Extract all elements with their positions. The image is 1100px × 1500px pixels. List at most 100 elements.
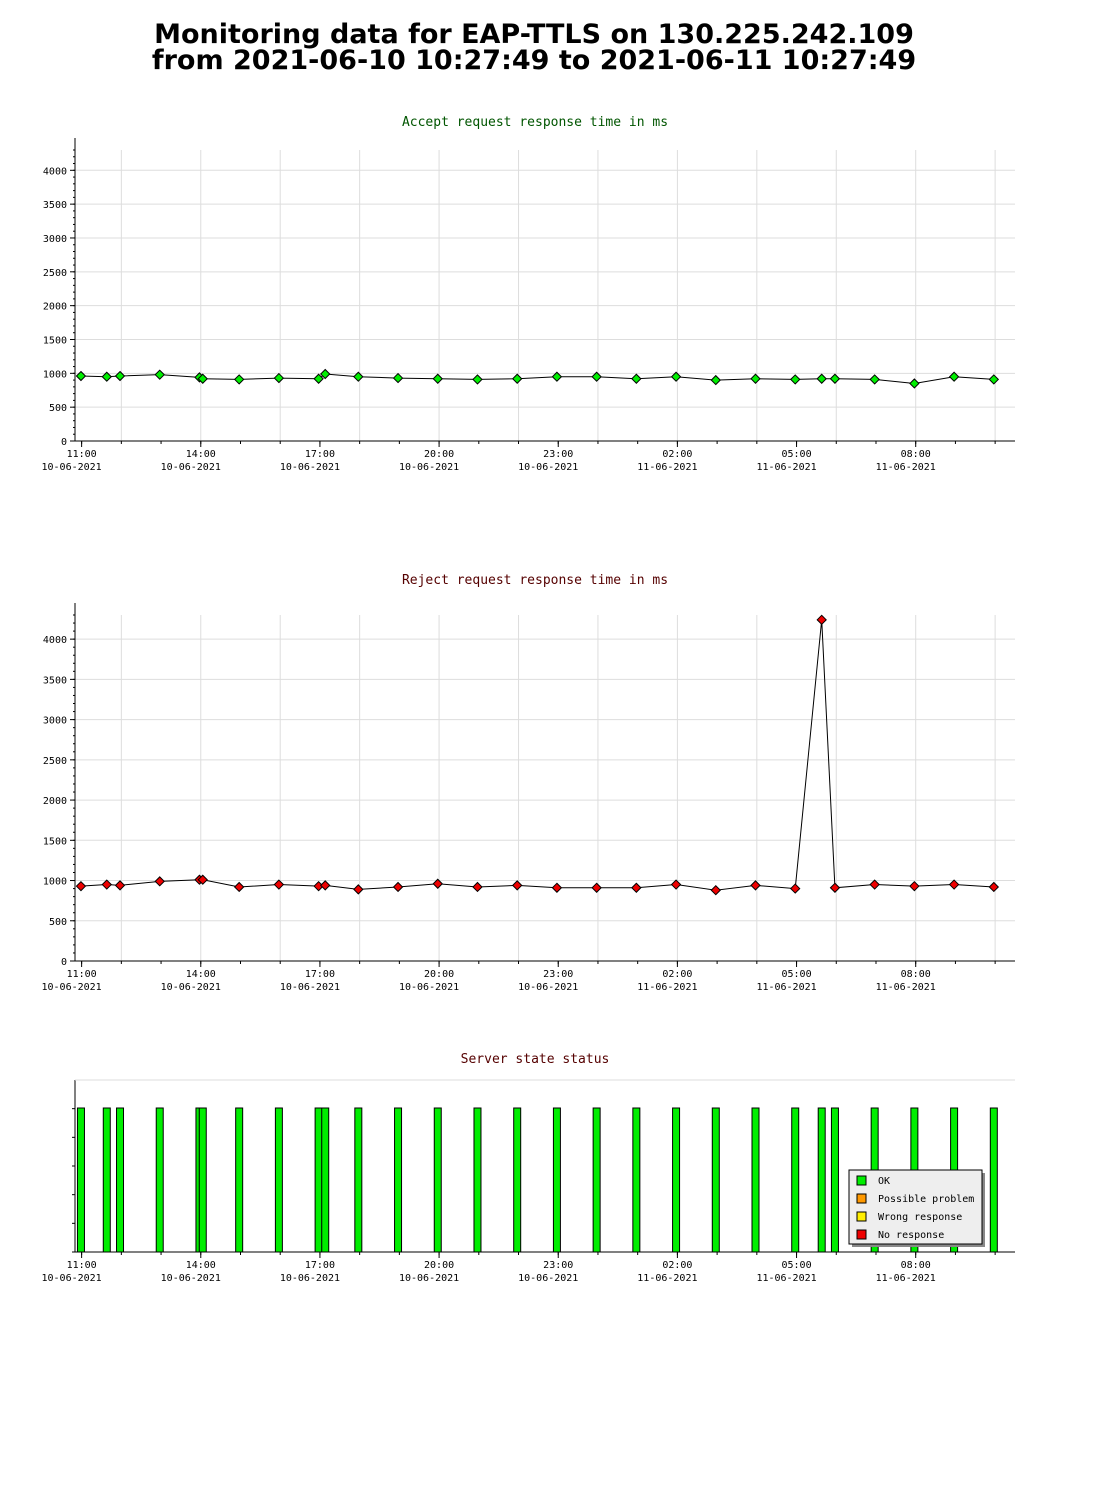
x-tick-label: 11:00 [67,449,97,460]
x-tick-date-label: 10-06-2021 [161,982,221,993]
status-bar [817,1107,826,1253]
data-point [591,882,602,893]
data-point [948,879,960,890]
y-tick-label: 4000 [43,635,67,646]
x-tick-label: 05:00 [781,1260,811,1271]
y-tick-label: 1500 [43,335,67,346]
status-bar [989,1107,998,1253]
status-bar [513,1107,522,1253]
x-tick-date-label: 11-06-2021 [756,462,816,473]
data-point [273,879,285,890]
y-tick-label: 0 [61,437,67,448]
data-point [710,884,721,896]
data-point [829,882,841,893]
status-bar [321,1107,330,1253]
x-tick-label: 02:00 [662,969,692,980]
x-tick-label: 17:00 [305,449,335,460]
x-tick-date-label: 10-06-2021 [161,462,221,473]
x-tick-date-label: 10-06-2021 [518,982,578,993]
data-point [790,883,801,894]
data-point [631,882,642,893]
x-tick-date-label: 10-06-2021 [399,982,459,993]
data-point [869,879,880,890]
data-point [511,880,523,891]
y-tick-label: 500 [49,917,67,928]
x-tick-date-label: 11-06-2021 [637,1273,697,1284]
x-tick-date-label: 11-06-2021 [756,982,816,993]
x-tick-date-label: 10-06-2021 [399,462,459,473]
y-tick-label: 2000 [43,302,67,313]
legend-box [848,1169,983,1245]
x-tick-label: 20:00 [424,969,454,980]
x-tick-label: 02:00 [662,1260,692,1271]
x-tick-label: 11:00 [67,1260,97,1271]
y-tick-label: 3500 [43,200,67,211]
chart-title: Server state status [461,1052,610,1067]
data-point [551,371,563,382]
y-tick-label: 3000 [43,716,67,727]
x-tick-date-label: 10-06-2021 [518,1273,578,1284]
data-point [233,881,245,893]
data-point [392,881,404,893]
status-bar [354,1107,363,1253]
y-tick-label: 2500 [43,268,67,279]
status-bar [433,1107,442,1253]
status-bar [198,1107,207,1253]
data-point [313,373,324,384]
x-tick-label: 14:00 [186,449,216,460]
data-point [790,374,801,385]
status-bar [830,1107,839,1253]
y-tick-label: 1000 [43,877,67,888]
x-tick-date-label: 11-06-2021 [637,982,697,993]
x-tick-date-label: 11-06-2021 [876,1273,936,1284]
x-tick-label: 11:00 [67,969,97,980]
y-tick-label: 1500 [43,836,67,847]
page-title-line1: Monitoring data for EAP-TTLS on 130.225.… [154,19,914,50]
data-point [101,879,112,890]
status-bar [552,1107,561,1253]
data-point [320,880,331,891]
data-point [710,374,721,386]
legend-label: No response [878,1230,944,1241]
data-point [591,371,602,382]
x-tick-label: 23:00 [543,1260,573,1271]
legend-label: OK [878,1176,890,1187]
x-tick-date-label: 10-06-2021 [518,462,578,473]
status-bar [672,1107,681,1253]
data-point [154,369,165,380]
status-bar [632,1107,641,1253]
legend-label: Wrong response [878,1212,962,1223]
x-tick-label: 08:00 [901,449,931,460]
status-bar [76,1107,85,1253]
data-point [816,614,827,626]
x-tick-date-label: 10-06-2021 [399,1273,459,1284]
x-tick-label: 08:00 [901,969,931,980]
data-point [829,373,841,384]
data-point [472,374,483,385]
x-tick-label: 17:00 [305,1260,335,1271]
legend-label: Possible problem [878,1194,974,1205]
status-bar [274,1107,283,1253]
data-point [114,880,126,891]
data-point [869,374,880,385]
status-bar [116,1107,125,1253]
data-point [670,879,682,890]
x-tick-date-label: 11-06-2021 [876,982,936,993]
series-line [80,619,994,891]
x-tick-date-label: 10-06-2021 [42,462,102,473]
legend-swatch [856,1175,867,1186]
page-title-line2: from 2021-06-10 10:27:49 to 2021-06-11 1… [151,45,917,76]
server-state-chart: Server state status 11:00 10-06-2021 14:00 1… [42,1052,1015,1284]
data-point [988,881,1000,893]
status-bar [473,1107,482,1253]
legend-swatch [856,1211,867,1222]
reject-response-chart: Reject request response time in ms 0 500 10… [42,573,1015,993]
data-point [197,373,208,384]
y-tick-label: 3000 [43,234,67,245]
status-bar [155,1107,164,1253]
y-tick-label: 3500 [43,675,67,686]
x-tick-label: 05:00 [781,969,811,980]
status-bar [314,1107,323,1253]
data-point [750,880,761,891]
x-tick-label: 02:00 [662,449,692,460]
